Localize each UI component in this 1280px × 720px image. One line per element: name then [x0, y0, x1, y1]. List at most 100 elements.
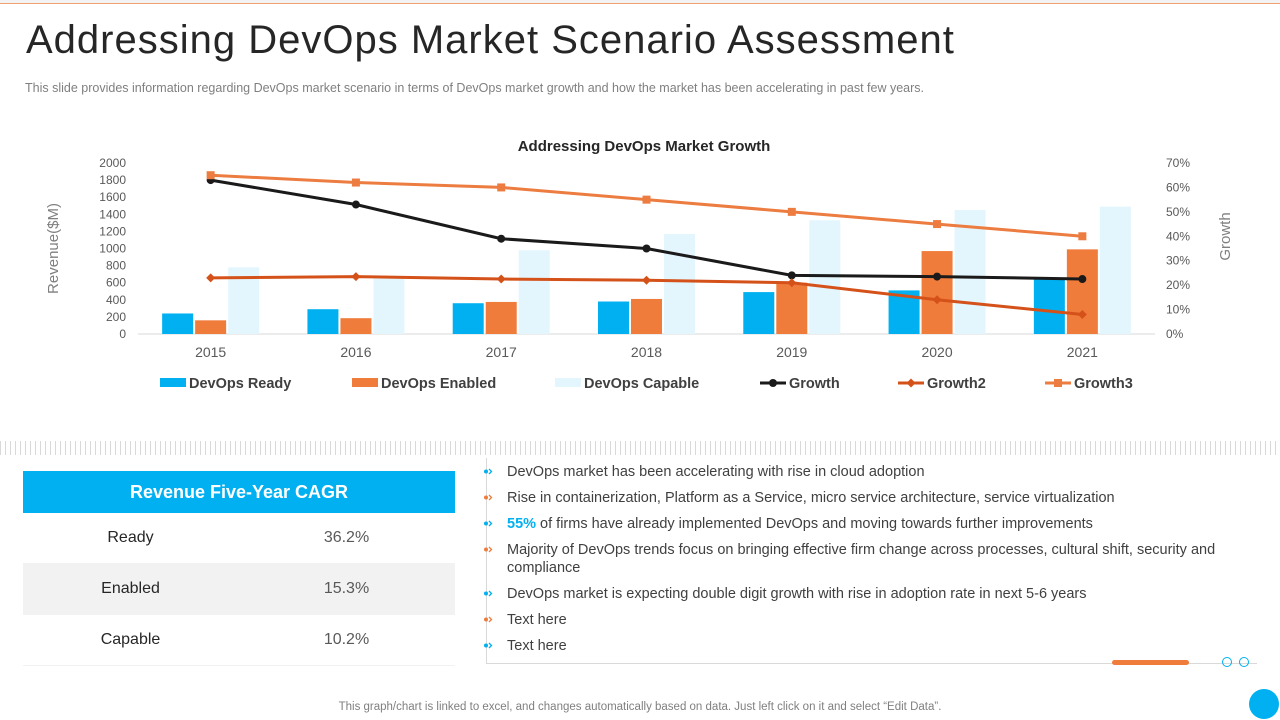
y2-tick-label: 20%: [1166, 278, 1190, 292]
cagr-value: 36.2%: [323, 529, 370, 546]
legend-swatch: [352, 378, 378, 387]
legend-label: DevOps Ready: [189, 376, 291, 392]
bar-devops-capable: [373, 278, 405, 334]
bullet-text: Rise in containerization, Platform as a …: [507, 490, 1115, 506]
decorative-dot: [1222, 657, 1232, 667]
y2-axis-label: Growth: [1217, 212, 1234, 260]
y-axis-label: Revenue($M): [45, 203, 62, 294]
point-growth3: [642, 195, 651, 204]
x-tick-label: 2018: [631, 344, 662, 360]
y-tick-label: 2000: [99, 156, 126, 170]
bar-devops-capable: [1099, 206, 1131, 334]
chevron-right-icon: [484, 520, 493, 527]
point-growth2: [787, 278, 797, 288]
cagr-value: 15.3%: [323, 580, 370, 597]
y2-tick-label: 0%: [1166, 327, 1184, 341]
x-tick-label: 2016: [340, 344, 371, 360]
decorative-dot: [1239, 657, 1249, 667]
legend-marker: [906, 378, 916, 388]
bar-devops-ready: [307, 309, 339, 334]
footer-note: This graph/chart is linked to excel, and…: [338, 701, 942, 713]
point-growth2: [206, 273, 216, 283]
cagr-label: Capable: [100, 631, 161, 648]
y-tick-label: 800: [106, 259, 126, 273]
legend-label: Growth: [789, 376, 840, 392]
bullet-text-rest: of firms have already implemented DevOps…: [536, 516, 1093, 532]
y-tick-label: 0: [119, 327, 126, 341]
point-growth2: [932, 295, 942, 305]
y-tick-label: 400: [106, 293, 126, 307]
legend-swatch: [160, 378, 186, 387]
section-divider: [0, 441, 1280, 455]
cagr-table: Revenue Five-Year CAGR Ready 36.2% Enabl…: [23, 471, 455, 666]
y2-tick-label: 30%: [1166, 254, 1190, 268]
y-tick-label: 1200: [99, 224, 126, 238]
chevron-right-icon: [484, 468, 493, 475]
legend-swatch: [555, 378, 581, 387]
bar-devops-enabled: [921, 251, 953, 334]
y2-tick-label: 70%: [1166, 156, 1190, 170]
chevron-right-icon: [484, 642, 493, 649]
page-subtitle: This slide provides information regardin…: [25, 81, 925, 95]
bar-devops-ready: [743, 292, 775, 334]
top-rule: [0, 0, 1280, 4]
x-tick-label: 2015: [195, 344, 226, 360]
point-growth2: [496, 274, 506, 284]
cagr-table-header: Revenue Five-Year CAGR: [23, 471, 455, 513]
bullet-text: DevOps market is expecting double digit …: [507, 586, 1087, 602]
y2-tick-label: 10%: [1166, 303, 1190, 317]
cagr-value: 10.2%: [323, 631, 370, 648]
bullet-text: Text here: [507, 612, 567, 628]
point-growth: [1078, 275, 1087, 284]
cagr-row-capable: Capable 10.2%: [23, 615, 455, 666]
point-growth: [933, 272, 942, 281]
bar-devops-enabled: [1066, 249, 1098, 334]
bullet-text: Text here: [507, 638, 567, 654]
corner-circle: [1249, 689, 1279, 719]
y2-tick-label: 50%: [1166, 205, 1190, 219]
decorative-bar: [1112, 660, 1189, 665]
devops-market-chart: Addressing DevOps Market Growth 0 200 400 60…: [45, 138, 1234, 392]
cagr-row-ready: Ready 36.2%: [23, 513, 455, 564]
bar-devops-ready: [1033, 277, 1065, 334]
point-growth3: [206, 171, 215, 180]
y2-tick-label: 60%: [1166, 180, 1190, 194]
x-tick-label: 2020: [921, 344, 952, 360]
point-growth2: [351, 272, 361, 282]
cagr-label: Enabled: [101, 580, 160, 597]
cagr-row-enabled: Enabled 15.3%: [23, 564, 455, 615]
point-growth3: [1078, 232, 1087, 241]
line-growth3: [210, 173, 1083, 238]
point-growth2: [1077, 309, 1087, 319]
y-tick-label: 1000: [99, 242, 126, 256]
y-tick-label: 1600: [99, 190, 126, 204]
point-growth3: [933, 220, 942, 229]
x-tick-label: 2017: [486, 344, 517, 360]
bar-devops-enabled: [485, 301, 517, 334]
y-tick-label: 1400: [99, 207, 126, 221]
legend-label: DevOps Capable: [584, 376, 699, 392]
bullet-text: DevOps market has been accelerating with…: [507, 464, 925, 480]
y-tick-label: 600: [106, 276, 126, 290]
legend-marker: [769, 379, 777, 387]
point-growth3: [497, 183, 506, 192]
legend-label: Growth2: [927, 376, 986, 392]
bar-devops-ready: [452, 303, 484, 334]
bar-devops-capable: [664, 233, 695, 334]
bar-devops-capable: [954, 210, 986, 334]
bar-devops-capable: [518, 250, 550, 334]
point-growth3: [787, 207, 796, 216]
bar-devops-enabled: [776, 282, 808, 334]
legend-label: Growth3: [1074, 376, 1133, 392]
legend-label: DevOps Enabled: [381, 376, 496, 392]
point-growth2: [642, 275, 651, 285]
point-growth3: [351, 178, 360, 187]
bullet-list: DevOps market has been accelerating with…: [484, 458, 1257, 664]
y-tick-label: 200: [106, 310, 126, 324]
bullet-text: Majority of DevOps trends focus on bring…: [507, 542, 1216, 576]
bar-devops-enabled: [340, 318, 372, 334]
page-title: Addressing DevOps Market Scenario Assess…: [26, 18, 955, 62]
point-growth: [642, 244, 651, 253]
x-tick-label: 2021: [1067, 344, 1098, 360]
bar-devops-ready: [162, 313, 194, 334]
